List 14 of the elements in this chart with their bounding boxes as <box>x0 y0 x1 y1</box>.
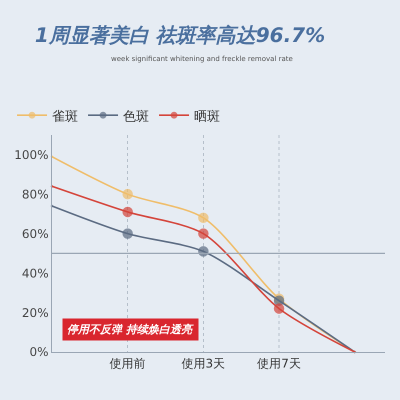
legend-label: 雀斑 <box>52 109 78 124</box>
y-tick-label: 40% <box>22 266 49 280</box>
x-tick-label: 使用3天 <box>182 356 226 370</box>
legend-label: 色斑 <box>123 109 150 124</box>
x-tick-label: 使用前 <box>110 356 146 370</box>
x-tick-label: 使用7天 <box>257 356 301 370</box>
chart-title: 1周显著美白 祛斑率高达96.7% <box>34 23 326 47</box>
y-tick-label: 60% <box>22 226 49 241</box>
y-tick-label: 0% <box>30 345 49 360</box>
y-tick-label: 100% <box>14 148 49 162</box>
y-tick-label: 80% <box>22 187 49 202</box>
annotation: 停用不反弹 持续焕白透亮 <box>67 323 194 336</box>
legend-label: 晒斑 <box>194 109 220 124</box>
y-tick-label: 20% <box>22 306 49 320</box>
